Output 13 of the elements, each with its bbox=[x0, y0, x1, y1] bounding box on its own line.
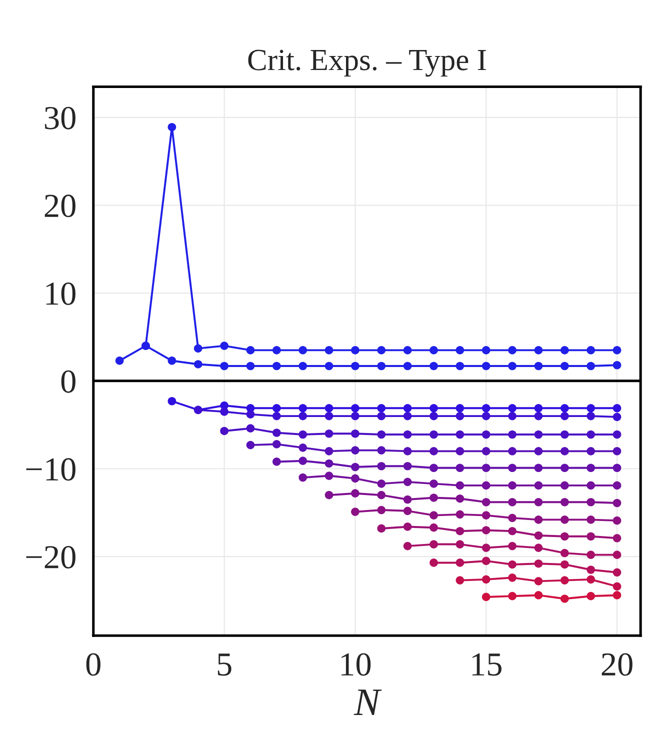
y-tick-label: −20 bbox=[26, 546, 76, 568]
y-tick-label: 30 bbox=[44, 106, 76, 130]
y-tick-label: 0 bbox=[61, 370, 76, 393]
x-tick-label: 0 bbox=[86, 653, 100, 676]
x-axis-title: N bbox=[354, 690, 382, 716]
x-tick-label: 10 bbox=[341, 653, 371, 676]
x-tick-label: 5 bbox=[218, 654, 232, 676]
y-tick-label: −10 bbox=[26, 458, 76, 481]
x-tick-label: 15 bbox=[472, 653, 502, 676]
chart-title: Crit. Exps. – Type I bbox=[248, 50, 486, 77]
y-tick-label: 20 bbox=[44, 194, 76, 218]
y-tick-label: 10 bbox=[46, 282, 76, 305]
x-tick-label: 20 bbox=[602, 653, 632, 676]
